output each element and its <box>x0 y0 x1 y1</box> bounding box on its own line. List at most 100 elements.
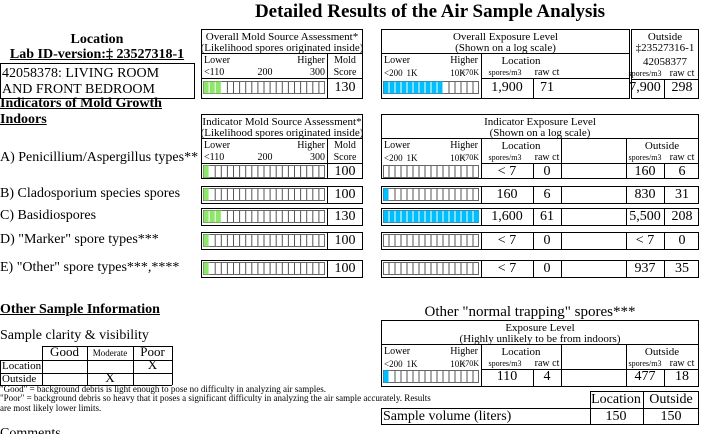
rule <box>590 408 591 425</box>
clarity-mark: X <box>147 357 158 373</box>
rule <box>626 260 627 278</box>
location-raw: 0 <box>543 163 551 179</box>
indicator-label: B) Cladosporium species spores <box>0 185 181 201</box>
rule <box>42 346 172 347</box>
outside-box <box>631 29 699 99</box>
rule <box>561 260 562 278</box>
label: (Likelihood spores originated inside) <box>200 126 364 139</box>
label: 200 <box>257 152 273 164</box>
rule <box>481 78 630 79</box>
location-spores: 1,600 <box>491 208 523 224</box>
notes: "Good" = background debris is light enou… <box>0 384 440 413</box>
rule <box>481 260 482 278</box>
rule <box>172 346 173 385</box>
rule <box>0 385 172 386</box>
label: >70K <box>460 68 479 78</box>
rule <box>201 138 363 139</box>
rule <box>481 232 482 250</box>
exposure-bar <box>383 234 479 247</box>
bar-part <box>203 262 210 275</box>
rule <box>533 369 534 387</box>
label: AND FRONT BEDROOM <box>2 81 155 97</box>
outside-spores: 937 <box>634 260 656 276</box>
label: Outside <box>644 345 680 358</box>
label: ‡23527316-1 <box>635 41 695 54</box>
mold-panel <box>201 114 363 179</box>
exposure-panel <box>381 29 630 99</box>
mold-row-box <box>201 186 363 204</box>
rule <box>381 53 630 54</box>
label: spores/m3 <box>628 69 662 79</box>
label: Sample clarity & visibility <box>0 327 149 343</box>
label: raw ct <box>669 152 695 164</box>
exposure-row-box <box>381 260 699 278</box>
rule <box>201 163 363 164</box>
location-box <box>0 63 195 99</box>
rule <box>327 208 328 226</box>
rule <box>481 138 482 179</box>
exposure-panel <box>381 320 699 387</box>
label: raw ct <box>669 68 695 80</box>
label: (Likelihood spores originated inside) <box>200 41 364 54</box>
bar-part <box>203 234 210 247</box>
mold-score-bar <box>203 262 325 275</box>
note: "Poor" = background debris so heavy that… <box>0 393 431 413</box>
outside-raw: 298 <box>671 79 693 95</box>
label: Overall Exposure Level <box>452 30 559 43</box>
location-raw: 61 <box>540 208 554 224</box>
label: Other Sample Information <box>0 301 160 317</box>
rule <box>533 232 534 250</box>
label: spores/m3 <box>628 153 662 163</box>
rule <box>327 232 328 250</box>
volume-value: 150 <box>605 408 627 424</box>
mold-score: 130 <box>334 208 356 224</box>
label: (Shown on a log scale) <box>489 126 591 139</box>
label: 1K <box>406 152 418 163</box>
label: Lower <box>384 140 411 152</box>
label: <200 <box>384 152 403 163</box>
rule <box>631 79 699 80</box>
label: Lower <box>384 55 411 67</box>
outside-raw: 31 <box>675 186 689 202</box>
exposure-bar <box>383 210 479 223</box>
label: Indicator Exposure Level <box>484 115 596 128</box>
mold-row-box <box>201 208 363 226</box>
exposure-row-box <box>381 208 699 226</box>
label: 42058378: LIVING ROOM <box>2 65 160 81</box>
volume-value: 150 <box>660 408 682 424</box>
row-label: Outside <box>2 372 37 385</box>
label: 200 <box>257 67 273 79</box>
rule <box>481 53 482 99</box>
indicator-label: A) Penicillium/Aspergillus types** <box>0 149 199 165</box>
label: Higher <box>297 55 325 67</box>
mold-score: 130 <box>334 79 356 95</box>
mold-score-bar <box>203 188 325 201</box>
location-spores: 110 <box>496 368 518 384</box>
label: Indicator Mold Source Assessment* <box>202 115 362 128</box>
rule <box>0 360 1 385</box>
bar-part <box>203 210 222 223</box>
label: Other "normal trapping" spores*** <box>424 304 636 321</box>
label: Outside <box>644 139 680 152</box>
rule <box>626 232 627 250</box>
rule <box>481 208 482 226</box>
label: Score <box>333 152 357 164</box>
label: Outside <box>649 391 693 407</box>
label: (Shown on a log scale) <box>455 41 556 54</box>
rule <box>561 232 562 250</box>
mold-score-bar <box>203 234 325 247</box>
exposure-bar <box>383 370 479 383</box>
rule <box>626 344 627 387</box>
label: 10K <box>450 358 466 369</box>
outside-raw: 18 <box>675 368 689 384</box>
mold-score: 100 <box>334 260 356 276</box>
label: 10K <box>450 67 466 78</box>
label: Outside <box>647 30 683 43</box>
indicator-label: D) "Marker" spore types*** <box>0 231 159 247</box>
label: raw ct <box>534 358 560 370</box>
rule <box>561 208 562 226</box>
exposure-row-box <box>381 232 699 250</box>
rule <box>201 53 363 54</box>
outside-spores: 160 <box>634 163 656 179</box>
exposure-bar <box>383 81 479 94</box>
